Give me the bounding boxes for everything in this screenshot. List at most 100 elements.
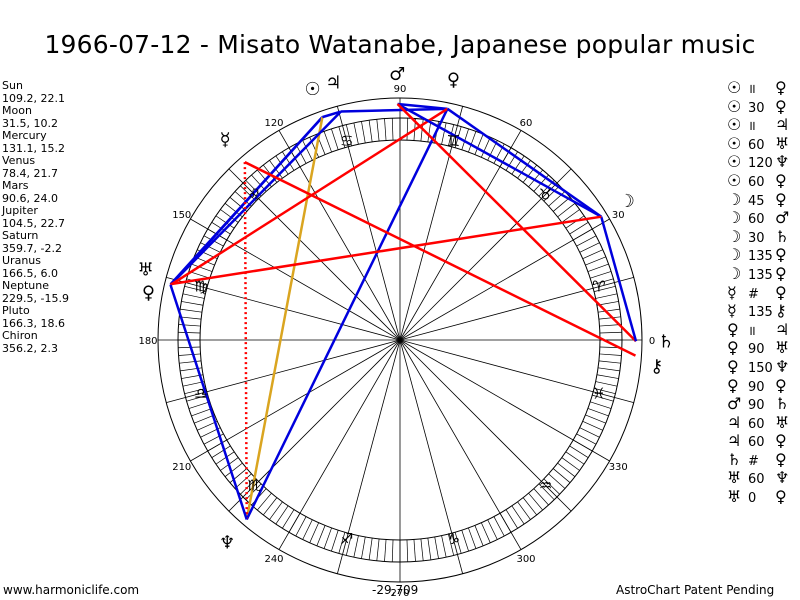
planet-glyph-chiron: ⚷ bbox=[650, 356, 663, 377]
aspect-row: ☿ # ♀ bbox=[727, 282, 789, 303]
aspect-value: 30 bbox=[748, 100, 765, 116]
degree-tick bbox=[427, 120, 432, 142]
degree-label: 210 bbox=[172, 462, 191, 473]
aspect-value: 0 bbox=[748, 491, 757, 507]
degree-tick bbox=[200, 242, 221, 253]
aspect-value: 135 bbox=[748, 267, 773, 283]
degree-tick bbox=[585, 256, 606, 266]
degree-tick bbox=[590, 271, 612, 279]
planet-glyph-saturn: ♄ bbox=[658, 331, 674, 352]
aspect-row: ☽ 135 ♀ bbox=[727, 263, 789, 284]
aspect-value: 60 bbox=[748, 137, 765, 153]
planet-glyph-pluto: ♀ bbox=[142, 282, 155, 303]
position-name: Venus bbox=[2, 154, 36, 167]
house-spoke bbox=[399, 339, 572, 512]
patent-notice: AstroChart Patent Pending bbox=[616, 583, 775, 597]
degree-tick bbox=[188, 271, 210, 279]
position-value: 104.5, 22.7 bbox=[2, 216, 65, 230]
degree-tick bbox=[376, 119, 380, 142]
aspect-line bbox=[169, 284, 248, 520]
degree-tick bbox=[376, 538, 380, 561]
aspect-planet-2-glyph: ♀ bbox=[775, 78, 787, 97]
aspect-value: 60 bbox=[748, 416, 765, 432]
aspect-row: ♀ 90 ♅ bbox=[727, 339, 789, 358]
degree-tick bbox=[569, 445, 589, 458]
degree-tick bbox=[595, 381, 618, 387]
aspect-planet-2-glyph: ♀ bbox=[775, 449, 787, 469]
aspect-planet-2-glyph: ♀ bbox=[775, 263, 787, 283]
website-link[interactable]: www.harmoniclife.com bbox=[3, 583, 140, 597]
degree-tick bbox=[427, 538, 432, 560]
house-spoke bbox=[166, 276, 401, 341]
degree-label: 270 bbox=[390, 588, 409, 599]
degree-tick bbox=[599, 353, 622, 356]
aspect-value: 60 bbox=[748, 174, 765, 190]
position-name: Uranus bbox=[2, 254, 41, 267]
degree-tick bbox=[331, 128, 339, 150]
degree-tick bbox=[420, 538, 424, 561]
degree-tick bbox=[182, 381, 205, 387]
degree-tick bbox=[461, 128, 469, 150]
degree-label: 180 bbox=[138, 336, 157, 347]
degree-tick bbox=[511, 155, 525, 175]
degree-tick bbox=[302, 140, 313, 161]
degree-tick bbox=[178, 324, 201, 327]
degree-tick bbox=[579, 427, 600, 438]
aspect-line bbox=[397, 102, 448, 111]
degree-tick bbox=[487, 519, 498, 540]
degree-label: 330 bbox=[609, 462, 628, 473]
degree-tick bbox=[592, 394, 614, 402]
aspect-planet-1-glyph: ☿ bbox=[727, 301, 737, 321]
house-spoke bbox=[190, 218, 401, 341]
degree-tick bbox=[191, 263, 213, 272]
aspect-row: ♃ 60 ♅ bbox=[727, 413, 789, 433]
aspect-row: ☽ 45 ♀ bbox=[727, 190, 789, 210]
house-spoke bbox=[399, 339, 522, 550]
position-value: 131.1, 15.2 bbox=[2, 141, 65, 155]
house-spoke bbox=[399, 339, 610, 462]
aspect-value: 60 bbox=[748, 435, 765, 451]
aspect-planet-1-glyph: ☿ bbox=[727, 282, 737, 302]
aspect-row: ♅ 0 ♀ bbox=[727, 487, 789, 507]
degree-tick bbox=[505, 509, 518, 529]
degree-tick bbox=[295, 516, 307, 537]
degree-tick bbox=[188, 401, 210, 409]
aspect-line bbox=[340, 107, 448, 113]
aspect-planet-1-glyph: ♀ bbox=[727, 356, 739, 376]
planet-glyph-jupiter: ♃ bbox=[325, 72, 341, 93]
position-name: Chiron bbox=[2, 329, 38, 342]
degree-tick bbox=[179, 316, 202, 320]
aspect-value: 45 bbox=[748, 193, 765, 209]
aspect-planet-1-glyph: ♃ bbox=[727, 431, 742, 451]
degree-tick bbox=[468, 131, 477, 153]
house-spoke bbox=[399, 339, 634, 404]
planet-glyph-uranus: ♅ bbox=[138, 259, 154, 280]
degree-tick bbox=[565, 451, 585, 465]
degree-tick bbox=[338, 532, 346, 554]
position-value: 109.2, 22.1 bbox=[2, 91, 65, 105]
aspect-planet-2-glyph: ⚷ bbox=[775, 301, 787, 321]
degree-tick bbox=[522, 164, 537, 183]
aspect-row: ♃ 60 ♀ bbox=[727, 432, 789, 451]
aspect-planet-1-glyph: ☉ bbox=[727, 78, 742, 97]
aspect-planet-2-glyph: ♆ bbox=[775, 468, 790, 488]
degree-tick bbox=[275, 505, 289, 525]
degree-tick bbox=[593, 285, 616, 292]
degree-tick bbox=[215, 451, 235, 465]
degree-tick bbox=[368, 538, 373, 560]
sign-glyph: ♑ bbox=[447, 530, 460, 548]
aspect-value: # bbox=[748, 453, 759, 469]
degree-tick bbox=[552, 468, 571, 483]
position-name: Pluto bbox=[2, 304, 30, 317]
aspect-value: ॥ bbox=[748, 82, 756, 97]
house-spoke bbox=[399, 106, 464, 341]
aspect-planet-2-glyph: ♃ bbox=[775, 115, 790, 135]
degree-tick bbox=[391, 118, 394, 141]
aspect-row: ♄ # ♀ bbox=[727, 449, 789, 470]
aspect-line bbox=[322, 110, 342, 119]
degree-tick bbox=[353, 122, 359, 145]
aspect-value: 120 bbox=[748, 156, 773, 172]
degree-tick bbox=[384, 118, 387, 141]
degree-tick bbox=[178, 331, 201, 334]
aspect-row: ☉ ॥ ♃ bbox=[727, 116, 789, 135]
